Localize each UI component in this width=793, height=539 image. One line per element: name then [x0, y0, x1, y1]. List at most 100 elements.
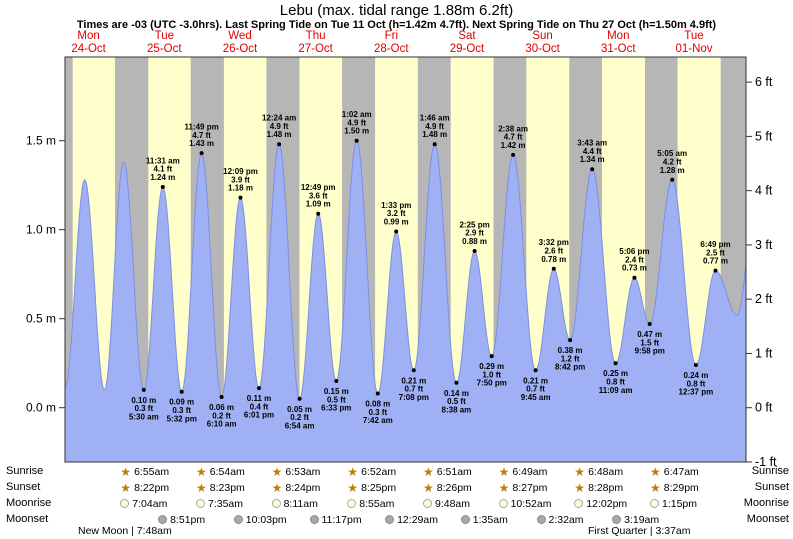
low-tide-dot — [297, 396, 302, 401]
moonrise-time: 12:02pm — [586, 497, 628, 510]
sun-star-icon: ★ — [423, 464, 434, 479]
moonset-icon — [385, 515, 395, 524]
low-tide-annotation: 0.05 m 0.2 ft 6:54 am — [285, 405, 315, 431]
plot-frame — [64, 56, 747, 463]
moonrise-row-label: Moonrise — [743, 497, 789, 509]
moonset-time: 12:29am — [397, 513, 438, 526]
right-axis-tick-label: 0 ft — [755, 401, 773, 415]
moonset-entry: 2:32am — [536, 513, 584, 526]
sunset-time: 8:23pm — [209, 481, 245, 494]
low-tide-dot — [334, 379, 339, 383]
moonrise-entry: 1:15pm — [650, 497, 697, 510]
high-tide-dot — [199, 151, 204, 156]
sunset-time: 8:26pm — [436, 481, 472, 494]
sunset-entry: ★ 8:29pm — [650, 481, 699, 494]
moonrise-time: 10:52am — [510, 497, 552, 510]
moonrise-entry: 9:48am — [423, 497, 470, 510]
moonrise-time: 9:48am — [435, 497, 471, 510]
high-tide-annotation: 3:43 am 4.4 ft 1.34 m — [577, 139, 607, 165]
day-label: Sun 30-Oct — [525, 30, 560, 55]
high-tide-dot — [277, 142, 282, 147]
moon-phase-first-quarter: First Quarter | 3:37am — [588, 525, 691, 537]
low-tide-annotation: 0.24 m 0.8 ft 12:37 pm — [679, 371, 714, 397]
moonrise-entry: 12:02pm — [574, 497, 627, 510]
low-tide-annotation: 0.08 m 0.3 ft 7:42 am — [363, 400, 393, 426]
moonset-time: 1:35am — [472, 513, 508, 526]
right-axis-tick-label: 3 ft — [755, 238, 773, 252]
low-tide-dot — [647, 322, 652, 326]
moonset-entry: 8:51pm — [158, 513, 205, 526]
moonrise-icon — [271, 499, 281, 508]
high-tide-annotation: 12:24 am 4.9 ft 1.48 m — [262, 114, 296, 140]
low-tide-dot — [454, 380, 459, 385]
high-tide-annotation: 11:31 am 4.1 ft 1.24 m — [146, 156, 180, 182]
left-axis-tick-label: 0.5 m — [26, 312, 56, 326]
moonrise-entry: 7:35am — [196, 497, 243, 510]
moonset-time: 3:19am — [624, 513, 660, 526]
sunrise-time: 6:49am — [512, 465, 548, 478]
sunset-entry: ★ 8:24pm — [272, 481, 321, 494]
low-tide-dot — [533, 368, 538, 373]
sunrise-row-label: Sunrise — [751, 465, 789, 477]
sunrise-entry: ★ 6:54am — [196, 465, 245, 478]
sunset-entry: ★ 8:26pm — [423, 481, 472, 494]
sunrise-entry: ★ 6:53am — [272, 465, 321, 478]
moonrise-icon — [498, 499, 508, 508]
right-axis-tick-label: 4 ft — [755, 184, 773, 198]
day-label: Tue 25-Oct — [147, 30, 182, 55]
moonrise-entry: 8:11am — [271, 497, 318, 510]
sunrise-entry: ★ 6:47am — [650, 465, 699, 478]
low-tide-dot — [219, 395, 224, 399]
moonset-entry: 10:03pm — [233, 513, 287, 526]
sun-star-icon: ★ — [271, 480, 283, 495]
right-axis-tick-label: 1 ft — [755, 346, 773, 360]
day-label: Mon 31-Oct — [601, 30, 636, 55]
high-tide-annotation: 2:25 pm 2.9 ft 0.88 m — [459, 220, 489, 246]
sun-star-icon: ★ — [650, 480, 661, 495]
moonrise-icon — [574, 499, 584, 508]
moonrise-icon — [120, 499, 130, 508]
sunset-entry: ★ 8:23pm — [196, 481, 245, 494]
low-tide-annotation: 0.47 m 1.5 ft 9:58 pm — [635, 330, 665, 356]
high-tide-dot — [394, 229, 399, 234]
sun-star-icon: ★ — [347, 464, 359, 479]
moonset-icon — [536, 515, 546, 524]
sunrise-entry: ★ 6:48am — [574, 465, 623, 478]
sun-star-icon: ★ — [498, 480, 510, 495]
moonrise-icon — [423, 499, 432, 508]
day-label: Sat 29-Oct — [449, 30, 485, 55]
high-tide-annotation: 2:38 am 4.7 ft 1.42 m — [498, 124, 528, 150]
moonrise-icon — [650, 499, 659, 508]
sun-star-icon: ★ — [120, 464, 132, 479]
moonrise-time: 7:04am — [132, 497, 168, 510]
high-tide-annotation: 1:02 am 4.9 ft 1.50 m — [342, 110, 372, 136]
high-tide-dot — [632, 275, 637, 280]
low-tide-dot — [489, 354, 494, 359]
low-tide-dot — [179, 389, 184, 394]
moonrise-icon — [347, 499, 357, 508]
tide-area — [65, 140, 746, 462]
low-tide-annotation: 0.15 m 0.5 ft 6:33 pm — [321, 387, 351, 413]
sunset-row-label: Sunset — [6, 481, 41, 493]
moonrise-time: 7:35am — [208, 497, 244, 510]
tide-curve-line — [64, 139, 747, 400]
low-tide-dot — [613, 361, 618, 366]
sun-star-icon: ★ — [271, 464, 283, 479]
high-tide-dot — [472, 249, 477, 253]
low-tide-dot — [693, 363, 698, 367]
low-tide-annotation: 0.21 m 0.7 ft 7:08 pm — [399, 376, 429, 402]
moonrise-time: 8:11am — [283, 497, 318, 510]
sunrise-entry: ★ 6:49am — [499, 465, 548, 478]
sunset-time: 8:24pm — [285, 481, 321, 494]
moonset-icon — [460, 515, 470, 524]
low-tide-annotation: 0.06 m 0.2 ft 6:10 am — [207, 403, 237, 429]
sunset-entry: ★ 8:27pm — [499, 481, 548, 494]
sunset-entry: ★ 8:25pm — [347, 481, 396, 494]
high-tide-annotation: 6:49 pm 2.5 ft 0.77 m — [700, 240, 730, 266]
sun-star-icon: ★ — [498, 464, 510, 479]
low-tide-dot — [141, 387, 146, 392]
sunrise-entry: ★ 6:51am — [423, 465, 472, 478]
sun-star-icon: ★ — [423, 480, 434, 495]
low-tide-dot — [375, 391, 380, 396]
